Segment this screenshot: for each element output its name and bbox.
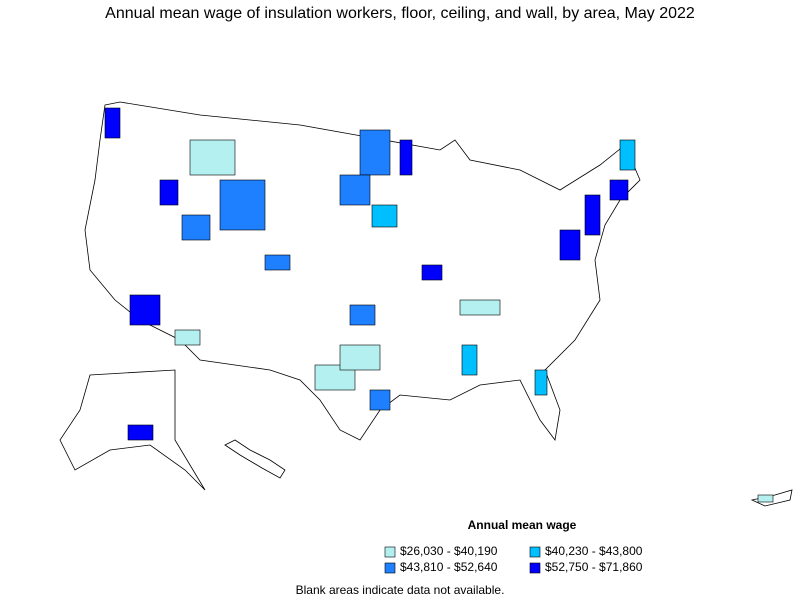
area [619, 139, 636, 171]
legend-label: $52,750 - $71,860 [545, 560, 643, 574]
legend-label: $43,810 - $52,640 [400, 560, 498, 574]
legend-swatch [529, 562, 541, 574]
legend-swatch [384, 546, 396, 558]
area [371, 204, 398, 228]
map-title: Annual mean wage of insulation workers, … [105, 5, 695, 22]
area [459, 299, 501, 316]
area [339, 344, 381, 371]
footnote: Blank areas indicate data not available. [296, 583, 505, 597]
legend-title: Annual mean wage [468, 518, 577, 532]
area [609, 179, 629, 201]
area [559, 229, 581, 261]
legend-swatch [384, 562, 396, 574]
area [399, 139, 413, 176]
area [584, 194, 601, 236]
area [159, 179, 179, 206]
area [757, 494, 774, 503]
area [174, 329, 201, 346]
area [104, 107, 121, 139]
legend: $26,030 - $40,190 $40,230 - $43,800 $43,81… [384, 544, 643, 574]
area [349, 304, 376, 326]
area [219, 179, 266, 231]
legend-swatch [529, 546, 541, 558]
area [127, 424, 154, 441]
area [369, 389, 391, 411]
map-areas [104, 107, 774, 503]
area [189, 139, 236, 176]
legend-label: $26,030 - $40,190 [400, 544, 498, 558]
legend-label: $40,230 - $43,800 [545, 544, 643, 558]
area [359, 129, 391, 176]
area [264, 254, 291, 271]
area [461, 344, 478, 376]
area [339, 174, 371, 206]
area [129, 294, 161, 326]
hawaii [224, 439, 286, 479]
map [59, 101, 793, 507]
area [421, 264, 443, 281]
area [181, 214, 211, 241]
area [534, 369, 548, 396]
